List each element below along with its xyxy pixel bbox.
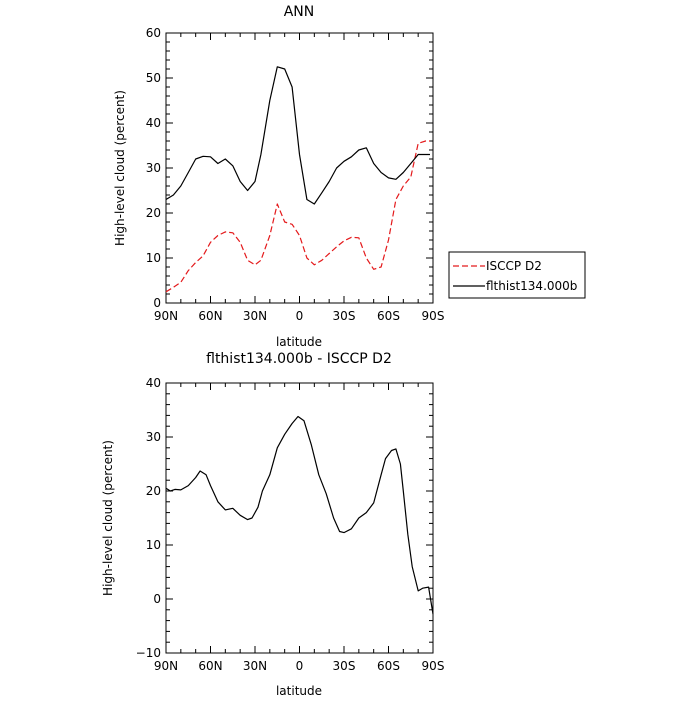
bottom-y-tick-label: 30 (146, 430, 161, 444)
top-x-tick-label: 60N (198, 309, 222, 323)
bottom-chart: flthist134.000b - ISCCP D2 90N 60N 30N 0 30S… (101, 351, 444, 698)
top-chart-title: ANN (284, 4, 315, 20)
bottom-y-tick-label: 10 (146, 538, 161, 552)
top-x-tick-label: 90S (422, 309, 445, 323)
top-x-tick-label: 90N (154, 309, 178, 323)
legend-box (448, 251, 586, 299)
top-y-tick-label: 50 (146, 71, 161, 85)
bottom-x-tick-label: 90N (154, 659, 178, 673)
top-y-tick-label: 10 (146, 251, 161, 265)
bottom-x-tick-label: 30N (243, 659, 267, 673)
top-y-tick-label: 40 (146, 116, 161, 130)
top-x-tick-label: 0 (296, 309, 304, 323)
top-chart-series (165, 66, 430, 293)
bottom-x-tick-label: 60S (377, 659, 400, 673)
bottom-y-tick-label: −10 (136, 646, 161, 660)
bottom-series-line-0 (165, 415, 434, 615)
bottom-chart-ticks: 90N 60N 30N 0 30S 60S 90S −10 0 10 20 30 40 (136, 376, 445, 673)
top-y-tick-label: 60 (146, 26, 161, 40)
bottom-y-tick-label: 40 (146, 376, 161, 390)
bottom-chart-xlabel: latitude (276, 684, 322, 698)
bottom-y-tick-label: 0 (153, 592, 161, 606)
top-y-tick-label: 20 (146, 206, 161, 220)
top-chart-xlabel: latitude (276, 335, 322, 349)
bottom-x-tick-label: 0 (296, 659, 304, 673)
top-chart-legend: ISCCP D2 flthist134.000b (448, 251, 586, 299)
top-chart: ANN 90N 60N 30N 0 30S 60S 90S 0 10 20 30 40 50 60 lat… (113, 4, 586, 349)
top-y-tick-label: 0 (153, 296, 161, 310)
top-plot-frame (165, 32, 434, 304)
legend-label-isccp: ISCCP D2 (486, 259, 542, 273)
top-x-tick-label: 60S (377, 309, 400, 323)
bottom-chart-title: flthist134.000b - ISCCP D2 (206, 351, 392, 367)
bottom-plot-frame (165, 382, 434, 654)
top-x-tick-label: 30N (243, 309, 267, 323)
top-chart-ticks: 90N 60N 30N 0 30S 60S 90S 0 10 20 30 40 50 60 (146, 26, 445, 323)
bottom-chart-ylabel: High-level cloud (percent) (101, 440, 115, 596)
bottom-x-tick-label: 30S (333, 659, 356, 673)
top-x-tick-label: 30S (333, 309, 356, 323)
top-chart-ylabel: High-level cloud (percent) (113, 90, 127, 246)
top-y-tick-label: 30 (146, 161, 161, 175)
legend-label-flthist: flthist134.000b (486, 279, 577, 293)
top-series-line-1 (165, 66, 430, 205)
bottom-chart-series (165, 415, 434, 615)
bottom-x-tick-label: 90S (422, 659, 445, 673)
bottom-y-tick-label: 20 (146, 484, 161, 498)
bottom-x-tick-label: 60N (198, 659, 222, 673)
top-series-line-0 (165, 140, 430, 293)
